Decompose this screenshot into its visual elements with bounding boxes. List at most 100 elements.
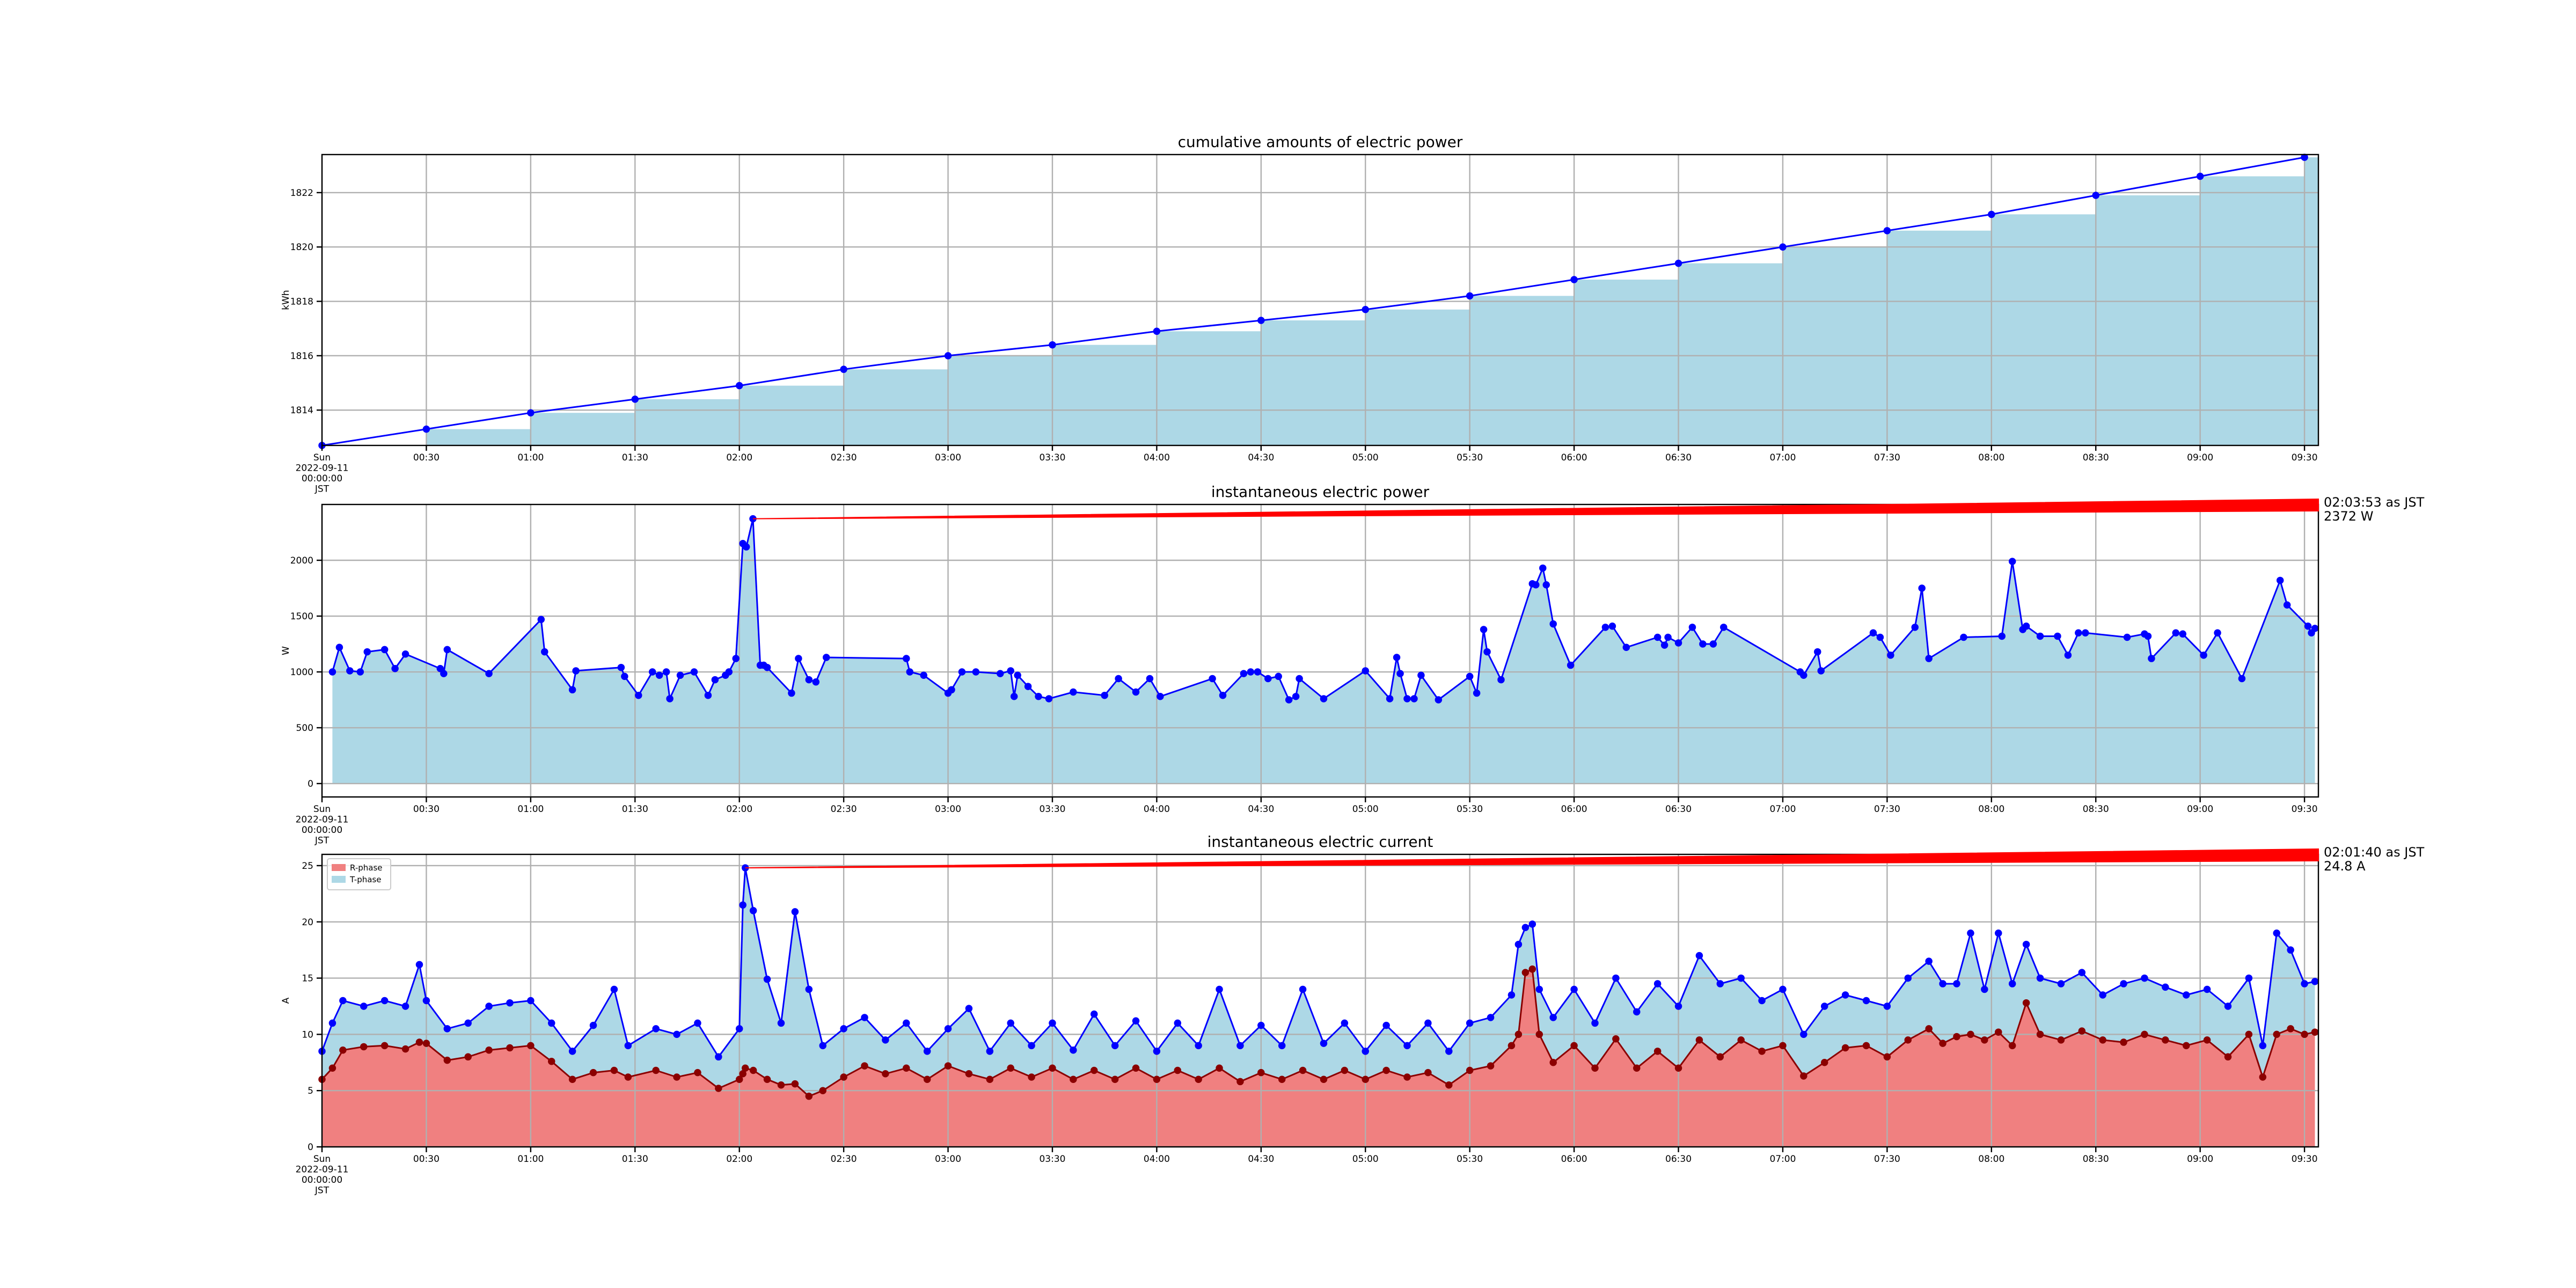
- step-area: [322, 157, 2318, 446]
- x-tick-label: 05:30: [1457, 1154, 1483, 1165]
- y-tick-label: 1814: [290, 405, 313, 416]
- stack-area: [322, 868, 2315, 1096]
- x-tick-label: 00:30: [413, 452, 440, 463]
- data-point: [1341, 1066, 1349, 1074]
- data-point: [1487, 1062, 1495, 1070]
- data-point: [1007, 1019, 1014, 1027]
- data-point: [2078, 969, 2086, 976]
- x-tick-label: 08:00: [1978, 452, 2004, 463]
- x-tick-label: 01:30: [622, 1154, 648, 1165]
- data-point: [1817, 667, 1825, 675]
- data-point: [2245, 1030, 2253, 1038]
- x-tick-label: 01:00: [517, 1154, 544, 1165]
- data-point: [1299, 1066, 1307, 1074]
- data-point: [547, 1019, 555, 1027]
- data-point: [328, 1019, 336, 1027]
- data-point: [1800, 671, 1807, 679]
- data-point: [1435, 696, 1443, 704]
- data-point: [1292, 693, 1300, 700]
- data-point: [2276, 576, 2284, 584]
- data-point: [2182, 991, 2190, 999]
- data-point: [1111, 1075, 1119, 1083]
- data-point: [1010, 693, 1018, 700]
- data-point: [972, 668, 980, 676]
- x-tick-label: 05:30: [1457, 804, 1483, 815]
- lines: [318, 153, 2308, 449]
- data-point: [725, 668, 733, 676]
- x-tick-label: 04:00: [1144, 1154, 1170, 1165]
- data-point: [1209, 675, 1216, 683]
- data-point: [732, 655, 740, 662]
- data-point: [440, 670, 448, 677]
- data-point: [1521, 969, 1529, 976]
- data-point: [1532, 581, 1540, 589]
- data-point: [1090, 1010, 1098, 1018]
- y-tick-label: 0: [308, 779, 313, 789]
- data-point: [715, 1085, 722, 1092]
- data-point: [1612, 1035, 1620, 1043]
- data-point: [1939, 980, 1946, 987]
- data-point: [1275, 672, 1282, 680]
- x-tick-label: 03:00: [935, 1154, 961, 1165]
- x-tick-label: 08:30: [2083, 452, 2109, 463]
- data-point: [1382, 1021, 1390, 1029]
- data-point: [339, 997, 347, 1005]
- data-point: [2172, 629, 2180, 636]
- data-point: [1981, 985, 1988, 993]
- data-point: [547, 1057, 555, 1065]
- data-point: [610, 1066, 618, 1074]
- data-point: [1216, 1064, 1223, 1072]
- data-point: [1403, 1042, 1411, 1050]
- data-point: [527, 409, 535, 416]
- data-point: [861, 1014, 868, 1021]
- x-tick-label: 08:30: [2083, 804, 2109, 815]
- data-point: [2082, 629, 2089, 636]
- data-point: [1570, 985, 1578, 993]
- data-point: [1720, 624, 1728, 631]
- data-point: [986, 1075, 994, 1083]
- data-point: [666, 695, 674, 702]
- data-point: [1028, 1073, 1035, 1081]
- data-point: [1591, 1019, 1599, 1027]
- data-point: [2057, 980, 2065, 987]
- x-tick-label: 01:00: [517, 804, 544, 815]
- data-point: [655, 671, 663, 679]
- data-point: [1549, 620, 1557, 628]
- data-point: [328, 668, 336, 676]
- data-point: [965, 1070, 973, 1078]
- x-tick-label: 09:00: [2187, 804, 2213, 815]
- data-point: [2092, 192, 2099, 199]
- y-tick-label: 1822: [290, 188, 313, 199]
- data-point: [2259, 1042, 2267, 1050]
- data-point: [1779, 243, 1787, 251]
- x-tick-label: 05:00: [1352, 452, 1379, 463]
- data-point: [739, 901, 747, 909]
- data-point: [1115, 675, 1122, 683]
- data-point: [401, 1002, 409, 1010]
- data-point: [2078, 1027, 2086, 1035]
- data-point: [1542, 581, 1550, 589]
- data-point: [1622, 643, 1630, 652]
- data-point: [673, 1073, 680, 1081]
- data-point: [541, 648, 548, 656]
- data-point: [1995, 1028, 2002, 1036]
- x-tick-label: 06:30: [1665, 804, 1692, 815]
- data-point: [1070, 1075, 1077, 1083]
- data-point: [1925, 1025, 1933, 1033]
- annotation-text: 02:03:53 as JST: [2324, 495, 2425, 510]
- data-point: [1445, 1048, 1453, 1055]
- x-tick-label: 04:30: [1248, 804, 1274, 815]
- data-point: [1883, 227, 1891, 235]
- data-point: [1601, 624, 1609, 631]
- data-point: [923, 1075, 931, 1083]
- data-point: [1045, 695, 1053, 702]
- data-point: [1480, 626, 1488, 633]
- data-point: [2259, 1073, 2267, 1081]
- data-point: [1236, 1078, 1244, 1086]
- x-tick-label: 02:00: [726, 452, 752, 463]
- data-point: [1341, 1019, 1349, 1027]
- x-tick-label: 05:30: [1457, 452, 1483, 463]
- legend-swatch: [332, 864, 346, 871]
- data-point: [944, 1062, 952, 1070]
- data-point: [2054, 632, 2061, 640]
